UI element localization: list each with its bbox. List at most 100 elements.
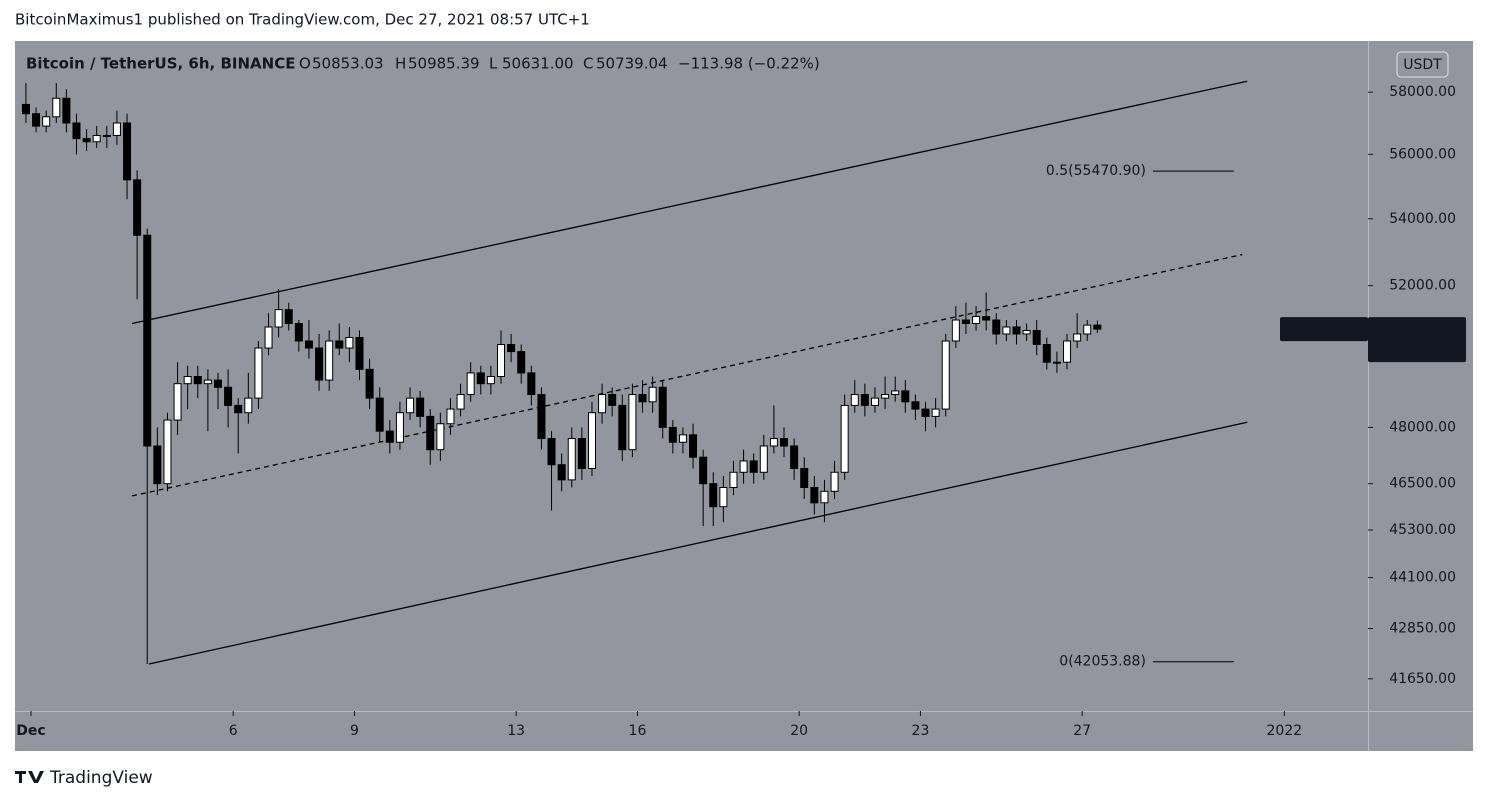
candle-body — [921, 408, 930, 417]
candle-body — [709, 483, 718, 508]
candle-body — [426, 415, 435, 451]
candle-body — [699, 456, 708, 485]
candle-body — [183, 375, 192, 385]
candle-body — [1073, 333, 1082, 342]
candle-body — [102, 134, 111, 137]
symbol-box — [1280, 317, 1368, 342]
candle-body — [325, 340, 334, 381]
ohlc-key: H — [395, 55, 406, 73]
candle-body — [123, 122, 132, 181]
countdown: 04:02:21 — [1395, 342, 1458, 358]
candle-body — [901, 390, 910, 403]
candle-body — [213, 379, 222, 388]
candle-body — [436, 423, 445, 451]
candle-body — [32, 113, 41, 127]
candle-body — [1012, 326, 1021, 335]
x-tick-label: 27 — [1073, 723, 1091, 739]
candle-body — [82, 138, 91, 143]
candle-body — [1032, 329, 1041, 346]
candle-body — [52, 97, 61, 118]
candle-body — [689, 434, 698, 458]
trendline — [131, 80, 1248, 325]
candle-body — [254, 347, 263, 399]
candle-body — [567, 438, 576, 481]
fib-label: 0(42053.88) — [1059, 654, 1146, 670]
x-tick-label: 9 — [350, 723, 359, 739]
candle-body — [21, 103, 30, 115]
candle-body — [810, 486, 819, 504]
candle-body — [931, 408, 940, 417]
candle-body — [1022, 329, 1031, 335]
y-tick-label: 42850.00 — [1389, 620, 1456, 636]
currency-box — [1396, 51, 1449, 78]
y-tick-label: 52000.00 — [1389, 278, 1456, 294]
ohlc-value: 50853.03 — [312, 55, 384, 73]
candle-body — [193, 375, 202, 385]
candle-body — [577, 438, 586, 469]
trendline — [131, 253, 1243, 497]
candle-body — [274, 309, 283, 328]
candle-body — [972, 316, 981, 325]
y-tick-label: 45300.00 — [1389, 522, 1456, 538]
candle-body — [941, 340, 950, 410]
candle-body — [547, 438, 556, 466]
candle-body — [234, 404, 243, 414]
x-tick-label: 13 — [507, 723, 525, 739]
candle-body — [72, 122, 81, 140]
candle-body — [951, 319, 960, 342]
candle-body — [62, 97, 71, 124]
candle-body — [749, 460, 758, 473]
candle-body — [608, 394, 617, 406]
candle-body — [668, 426, 677, 443]
candle-body — [537, 394, 546, 440]
candle-body — [163, 419, 172, 485]
candle-body — [416, 397, 425, 417]
logo-icon — [15, 771, 44, 783]
candle-body — [112, 122, 121, 136]
x-tick-label: Dec — [16, 723, 45, 739]
ohlc-key: L — [489, 55, 498, 73]
x-tick-label: 23 — [912, 723, 930, 739]
candle-body — [618, 404, 627, 451]
trendline — [148, 421, 1248, 665]
change: −113.98 (−0.22%) — [678, 55, 820, 73]
candle-body — [264, 326, 273, 349]
candle-body — [769, 438, 778, 447]
candle-body — [92, 134, 101, 143]
candle-body — [557, 464, 566, 481]
candle-body — [961, 319, 970, 325]
candle-body — [870, 397, 879, 406]
candle-body — [385, 430, 394, 443]
candle-body — [203, 379, 212, 385]
candle-body — [638, 394, 647, 403]
publisher: BitcoinMaximus1 published on TradingView… — [15, 11, 590, 29]
candle-body — [527, 372, 536, 396]
candle-body — [850, 394, 859, 406]
fib-label: 0.5(55470.90) — [1046, 163, 1146, 179]
candle-body — [719, 486, 728, 508]
candle-body — [395, 412, 404, 443]
candle-body — [587, 412, 596, 469]
candle-body — [517, 351, 526, 374]
candle-body — [304, 340, 313, 349]
candle-body — [729, 471, 738, 488]
candle-body — [476, 372, 485, 385]
candle-body — [507, 344, 516, 353]
candle-body — [456, 394, 465, 410]
candle-body — [759, 445, 768, 473]
candle-body — [466, 372, 475, 396]
candle-body — [678, 434, 687, 443]
last-price-label: 50739.04 — [1384, 321, 1458, 337]
footer-logo: TradingView — [15, 768, 153, 788]
candle-body — [1042, 344, 1051, 363]
candle-body — [1093, 324, 1102, 330]
symbol-title: Bitcoin / TetherUS, 6h, BINANCE — [26, 55, 295, 73]
y-tick-label: 44100.00 — [1389, 570, 1456, 586]
candle-body — [1083, 324, 1092, 335]
candle-body — [486, 375, 495, 385]
candle-body — [739, 460, 748, 473]
plot: 0.5(55470.90) 0(42053.88) — [21, 80, 1248, 670]
x-tick-label: 2022 — [1267, 723, 1303, 739]
ohlc-key: O — [299, 55, 311, 73]
candle-body — [284, 309, 293, 325]
